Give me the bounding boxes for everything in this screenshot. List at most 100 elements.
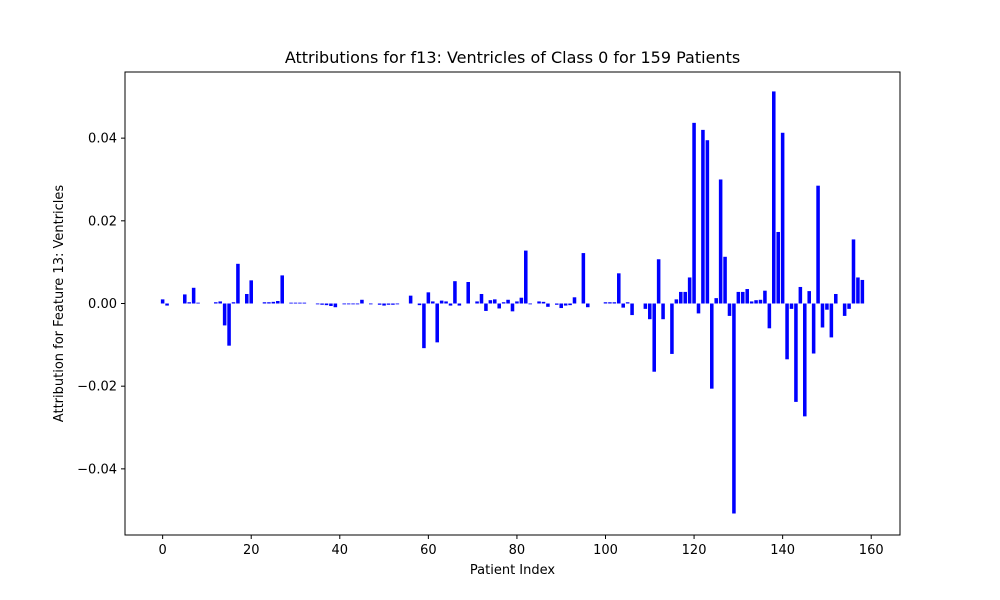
bar (519, 297, 524, 304)
bar (860, 279, 865, 304)
bar (457, 303, 462, 306)
chart-title: Attributions for f13: Ventricles of Clas… (285, 48, 740, 67)
bar (346, 303, 351, 305)
bar (298, 302, 302, 304)
bar (501, 302, 506, 304)
bar (231, 302, 236, 304)
bar (741, 291, 745, 304)
bar (267, 302, 271, 304)
bar (214, 302, 218, 304)
bar (767, 303, 772, 329)
bar (506, 299, 510, 304)
bar (625, 302, 630, 304)
bar (736, 291, 741, 304)
bar (617, 273, 621, 304)
bar (798, 286, 803, 304)
x-tick-label: 40 (332, 543, 349, 558)
x-tick-label: 80 (509, 543, 526, 558)
bar (196, 302, 200, 304)
bar (280, 275, 284, 304)
x-tick-label: 160 (859, 543, 884, 558)
y-tick-label: −0.04 (77, 462, 117, 477)
bar (718, 179, 723, 304)
bar (369, 303, 373, 305)
bars-group (160, 91, 865, 514)
bar (515, 301, 519, 304)
bar (648, 303, 652, 320)
bar (656, 259, 661, 304)
bar (435, 303, 439, 343)
bar (448, 303, 453, 306)
bar (249, 280, 253, 304)
bar (772, 91, 776, 304)
bar (160, 299, 165, 304)
bar (789, 303, 794, 309)
bar (794, 303, 798, 402)
bar (692, 122, 696, 304)
bar (377, 303, 382, 305)
bar (670, 303, 674, 354)
bar (820, 303, 825, 328)
bar (302, 302, 307, 304)
bar (537, 301, 541, 304)
x-tick-label: 120 (682, 543, 707, 558)
bar (191, 287, 196, 304)
bar (572, 297, 577, 304)
x-tick-label: 0 (159, 543, 167, 558)
x-tick-label: 60 (420, 543, 437, 558)
bar (408, 295, 413, 304)
bar (320, 303, 324, 305)
bar (245, 293, 249, 304)
x-axis-label: Patient Index (470, 563, 555, 578)
y-tick-label: 0.04 (88, 132, 117, 147)
bar (732, 303, 736, 514)
bar (351, 303, 355, 305)
bar (360, 299, 364, 304)
bar (289, 302, 293, 304)
bar (218, 301, 222, 304)
bar (541, 301, 546, 304)
bar (745, 289, 749, 304)
bar (679, 291, 683, 304)
bar (324, 303, 329, 306)
bar (754, 300, 758, 304)
bar (395, 303, 400, 305)
y-tick-label: 0.00 (88, 297, 117, 312)
bar (555, 303, 559, 305)
bar (811, 303, 816, 354)
x-axis: 0 20 40 60 80 100 120 140 160 (159, 535, 884, 558)
bar (701, 129, 705, 304)
bar (315, 303, 320, 305)
bar (643, 303, 648, 309)
bar (222, 303, 227, 326)
bar (528, 303, 532, 305)
x-tick-label: 140 (770, 543, 795, 558)
bar (847, 303, 851, 309)
bar (386, 303, 391, 305)
bar (674, 299, 679, 304)
bar (355, 303, 360, 305)
bar (439, 300, 444, 304)
bar (271, 301, 276, 304)
bar (842, 303, 847, 316)
bar (807, 291, 811, 304)
bar (417, 303, 422, 306)
bar (608, 302, 612, 304)
bar (661, 303, 665, 320)
bar (856, 277, 860, 304)
x-tick-label: 100 (593, 543, 618, 558)
bar (493, 299, 497, 304)
bar (723, 256, 727, 304)
bar (581, 253, 586, 304)
bar (333, 303, 338, 308)
bar (453, 281, 457, 304)
bar (165, 303, 169, 306)
bar (466, 282, 470, 304)
bar (825, 303, 829, 310)
bar (621, 303, 625, 308)
bar (758, 299, 763, 304)
bar (382, 303, 386, 306)
bar (475, 301, 479, 304)
y-tick-label: −0.02 (77, 380, 117, 395)
